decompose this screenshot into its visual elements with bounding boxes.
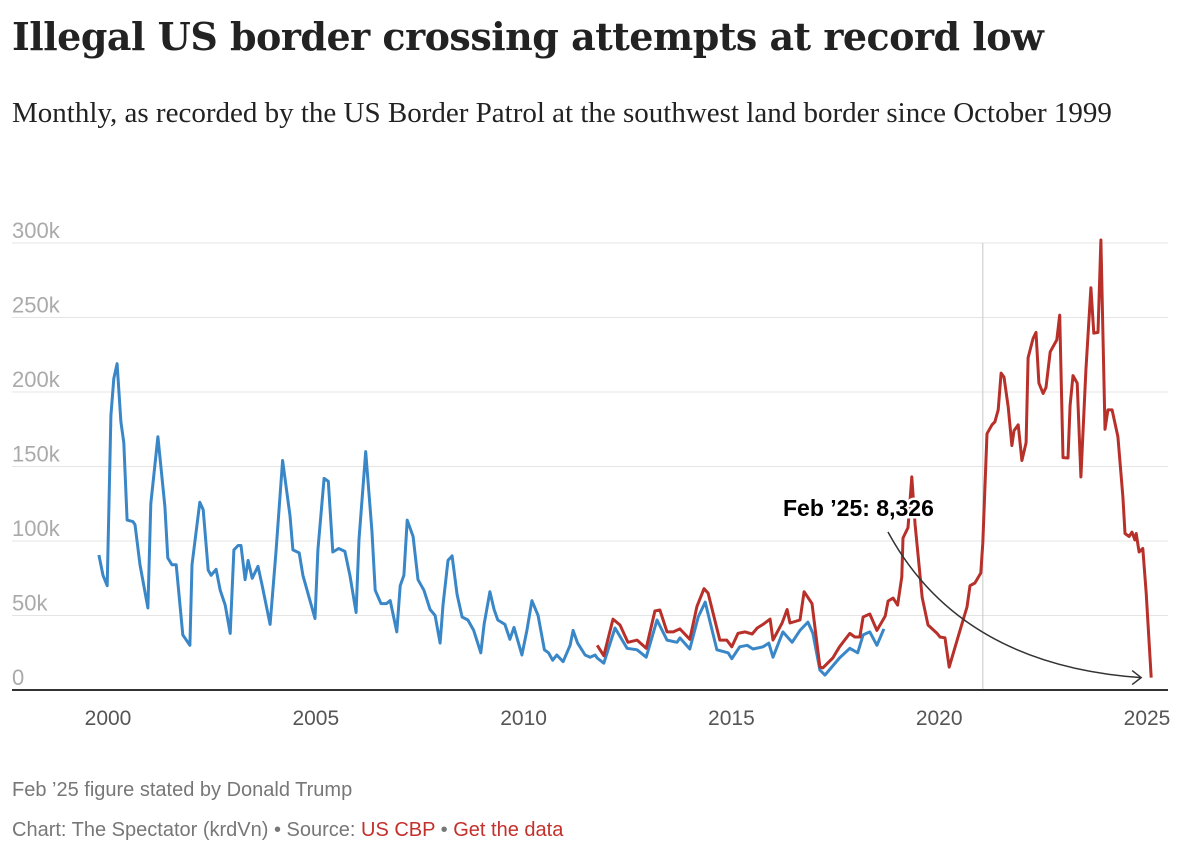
- credit-text: Chart: The Spectator (krdVn): [12, 819, 269, 841]
- get-data-link[interactable]: Get the data: [453, 819, 564, 841]
- footnote: Feb ’25 figure stated by Donald Trump: [12, 779, 353, 801]
- x-tick-label: 2005: [292, 707, 339, 730]
- y-tick-label: 150k: [12, 442, 61, 467]
- y-tick-label: 100k: [12, 516, 61, 541]
- annotation-arrow: [887, 531, 1142, 679]
- separator: •: [435, 819, 454, 841]
- source-link[interactable]: US CBP: [361, 819, 436, 841]
- x-tick-label: 2020: [916, 707, 963, 730]
- x-tick-label: 2000: [85, 707, 132, 730]
- x-tick-label: 2015: [708, 707, 755, 730]
- x-tick-label: 2025: [1124, 707, 1171, 730]
- y-tick-label: 300k: [12, 218, 61, 243]
- y-tick-label: 250k: [12, 293, 61, 318]
- chart-subtitle: Monthly, as recorded by the US Border Pa…: [12, 97, 1112, 129]
- y-tick-label: 50k: [12, 591, 48, 616]
- separator: • Source:: [268, 819, 362, 841]
- series-line-blue: [97, 362, 886, 677]
- credits: Chart: The Spectator (krdVn) • Source: U…: [12, 819, 563, 842]
- annotation-label: Feb ’25: 8,326: [783, 495, 934, 521]
- chart-title: Illegal US border crossing attempts at r…: [12, 14, 1044, 59]
- x-tick-label: 2010: [500, 707, 547, 730]
- y-tick-label: 0: [12, 665, 24, 690]
- arrowhead-icon: [1131, 670, 1143, 686]
- series-line-red: [595, 238, 1153, 678]
- y-tick-label: 200k: [12, 367, 61, 392]
